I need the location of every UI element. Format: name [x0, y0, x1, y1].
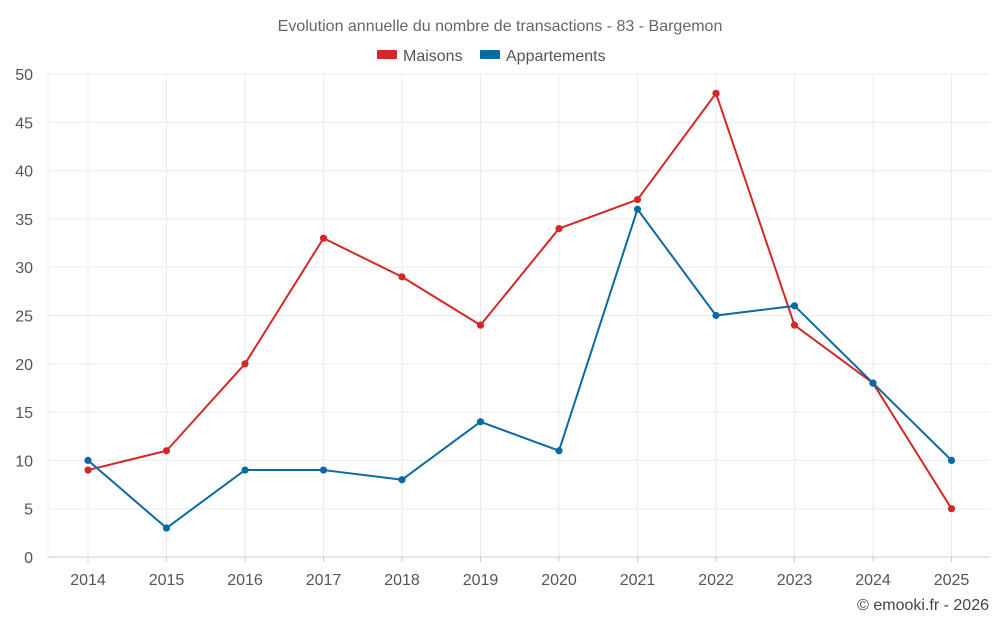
y-tick-label: 5 — [24, 502, 33, 519]
series-line-maisons — [87, 92, 953, 510]
x-tick-label: 2017 — [306, 572, 342, 589]
y-tick-label: 50 — [15, 67, 33, 84]
data-point-maisons[interactable] — [398, 273, 406, 281]
legend-label-appartements: Appartements — [506, 48, 606, 65]
series-lines — [84, 89, 956, 532]
x-tick-label: 2025 — [934, 572, 970, 589]
x-tick-label: 2021 — [620, 572, 656, 589]
data-point-maisons[interactable] — [319, 234, 328, 242]
y-tick-label: 30 — [15, 260, 33, 277]
y-axis-ticks: 0 5 10 15 20 25 30 35 40 45 50 — [15, 67, 33, 567]
legend-swatch-appartements — [480, 50, 500, 59]
x-axis-ticks: 2014 2015 2016 2017 2018 2019 2020 2021 2022 2023… — [70, 572, 969, 589]
y-tick-label: 10 — [15, 453, 33, 470]
data-point-appartements[interactable] — [633, 205, 642, 213]
data-point-appartements[interactable] — [790, 302, 799, 310]
data-point-appartements[interactable] — [476, 418, 485, 426]
data-point-appartements[interactable] — [84, 456, 92, 464]
x-tick-label: 2022 — [698, 572, 734, 589]
x-tick-label: 2024 — [855, 572, 891, 589]
data-point-maisons[interactable] — [241, 360, 249, 368]
x-tick-label: 2015 — [149, 572, 185, 589]
data-point-maisons[interactable] — [555, 224, 563, 233]
y-tick-label: 40 — [15, 164, 33, 181]
y-tick-label: 0 — [24, 550, 33, 567]
data-point-maisons[interactable] — [84, 466, 92, 474]
grid — [48, 73, 990, 557]
series-maisons — [84, 89, 956, 513]
chart-title: Evolution annuelle du nombre de transact… — [278, 18, 723, 35]
series-line-appartements — [87, 208, 953, 530]
data-point-appartements[interactable] — [869, 379, 877, 387]
legend-label-maisons: Maisons — [403, 48, 463, 65]
data-point-maisons[interactable] — [162, 447, 171, 455]
data-point-appartements[interactable] — [162, 524, 171, 532]
data-point-appartements[interactable] — [398, 476, 406, 484]
data-point-appartements[interactable] — [712, 311, 720, 320]
legend-item-appartements[interactable]: Appartements — [480, 48, 606, 65]
data-point-appartements[interactable] — [319, 466, 328, 474]
data-point-maisons[interactable] — [712, 89, 720, 97]
x-tick-label: 2016 — [227, 572, 263, 589]
credit-text: © emooki.fr - 2026 — [857, 597, 989, 614]
legend: Maisons Appartements — [377, 48, 606, 65]
legend-swatch-maisons — [377, 50, 397, 59]
x-tick-label: 2019 — [463, 572, 499, 589]
axes — [47, 74, 990, 562]
data-point-appartements[interactable] — [555, 447, 563, 455]
data-point-appartements[interactable] — [947, 456, 956, 464]
data-point-maisons[interactable] — [790, 321, 799, 329]
data-point-maisons[interactable] — [947, 505, 956, 513]
legend-item-maisons[interactable]: Maisons — [377, 48, 463, 65]
x-tick-label: 2023 — [777, 572, 813, 589]
x-tick-label: 2014 — [70, 572, 106, 589]
x-tick-label: 2018 — [384, 572, 420, 589]
y-tick-label: 35 — [15, 212, 33, 229]
x-tick-label: 2020 — [541, 572, 577, 589]
y-tick-label: 45 — [15, 115, 33, 132]
data-point-maisons[interactable] — [633, 195, 642, 204]
y-tick-label: 20 — [15, 357, 33, 374]
data-point-maisons[interactable] — [476, 321, 485, 329]
y-tick-label: 25 — [15, 309, 33, 326]
series-appartements — [84, 205, 956, 532]
data-point-appartements[interactable] — [241, 466, 249, 474]
y-tick-label: 15 — [15, 405, 33, 422]
